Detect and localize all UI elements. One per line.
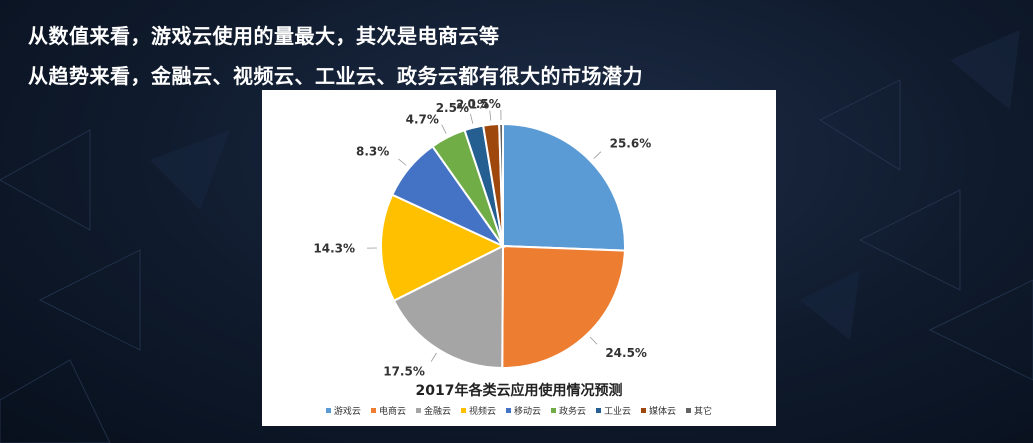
- leader-line-5: [441, 124, 447, 134]
- legend-item-4: 移动云: [505, 404, 541, 417]
- legend-label-2: 金融云: [423, 407, 451, 417]
- leader-line-2: [430, 352, 437, 362]
- legend-label-7: 媒体云: [649, 407, 677, 417]
- pie-slice-8: [498, 122, 504, 247]
- legend-swatch-3: [460, 408, 466, 413]
- legend-item-5: 政务云: [551, 404, 586, 417]
- legend-swatch-1: [370, 408, 376, 413]
- legend-item-8: 其它: [686, 404, 712, 417]
- chart-legend: 游戏云 电商云 金融云 视频云 移动云 政务云 工业云 媒体云 其它: [262, 404, 776, 417]
- legend-swatch-8: [686, 408, 692, 413]
- pie-slice-2: [392, 244, 505, 370]
- pie-label-5: 4.7%: [406, 112, 439, 126]
- legend-label-5: 政务云: [559, 407, 587, 417]
- pie-label-7: 2.1%: [456, 98, 489, 112]
- pie-label-3: 14.3%: [313, 241, 355, 255]
- legend-label-6: 工业云: [604, 407, 632, 417]
- legend-item-1: 电商云: [370, 404, 406, 417]
- pie-label-1: 24.5%: [605, 346, 647, 360]
- legend-item-0: 游戏云: [325, 404, 361, 417]
- pie-chart-card: 25.6% 24.5% 17.5% 14.3% 8.3% 4.7% 2.5% 2.1% 0.5%…: [262, 90, 776, 426]
- pie-label-8: 0.5%: [467, 97, 500, 111]
- legend-swatch-5: [551, 408, 556, 413]
- legend-swatch-4: [505, 408, 511, 413]
- pie-label-0: 25.6%: [610, 136, 652, 150]
- legend-item-2: 金融云: [415, 404, 451, 417]
- legend-swatch-7: [641, 408, 647, 413]
- leader-line-1: [589, 336, 598, 345]
- legend-swatch-0: [325, 408, 331, 413]
- leader-line-6: [470, 113, 474, 124]
- legend-item-7: 媒体云: [641, 404, 676, 417]
- chart-title: 2017年各类云应用使用情况预测: [415, 383, 623, 399]
- pie-label-4: 8.3%: [356, 144, 389, 158]
- pie-slice-1: [501, 244, 626, 369]
- legend-label-1: 电商云: [378, 407, 406, 417]
- legend-swatch-6: [596, 408, 602, 413]
- headline-line-1: 从数值来看，游戏云使用的量最大，其次是电商云等: [28, 24, 500, 48]
- leader-line-0: [593, 151, 602, 159]
- leader-line-7: [489, 110, 492, 121]
- legend-item-3: 视频云: [460, 404, 496, 417]
- pie-label-6: 2.5%: [436, 101, 469, 115]
- legend-label-8: 其它: [694, 407, 713, 417]
- headline-line-2: 从趋势来看，金融云、视频云、工业云、政务云都有很大的市场潜力: [28, 64, 643, 88]
- pie-label-2: 17.5%: [383, 365, 425, 379]
- legend-swatch-2: [415, 408, 421, 413]
- pie-chart: 25.6% 24.5% 17.5% 14.3% 8.3% 4.7%2.5%2.1%0.5%: [313, 97, 652, 379]
- legend-item-6: 工业云: [596, 404, 631, 417]
- pie-slice-3: [380, 193, 506, 303]
- legend-label-0: 游戏云: [333, 407, 361, 417]
- leader-line-4: [398, 158, 407, 166]
- legend-label-3: 视频云: [468, 407, 496, 417]
- pie-slice-0: [502, 122, 626, 252]
- legend-label-4: 移动云: [513, 407, 541, 417]
